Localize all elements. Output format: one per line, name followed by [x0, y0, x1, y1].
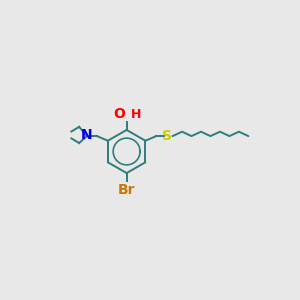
- Text: S: S: [162, 129, 172, 143]
- Text: Br: Br: [118, 183, 135, 197]
- Text: N: N: [81, 128, 93, 142]
- Text: O: O: [113, 107, 125, 121]
- Text: H: H: [131, 108, 142, 121]
